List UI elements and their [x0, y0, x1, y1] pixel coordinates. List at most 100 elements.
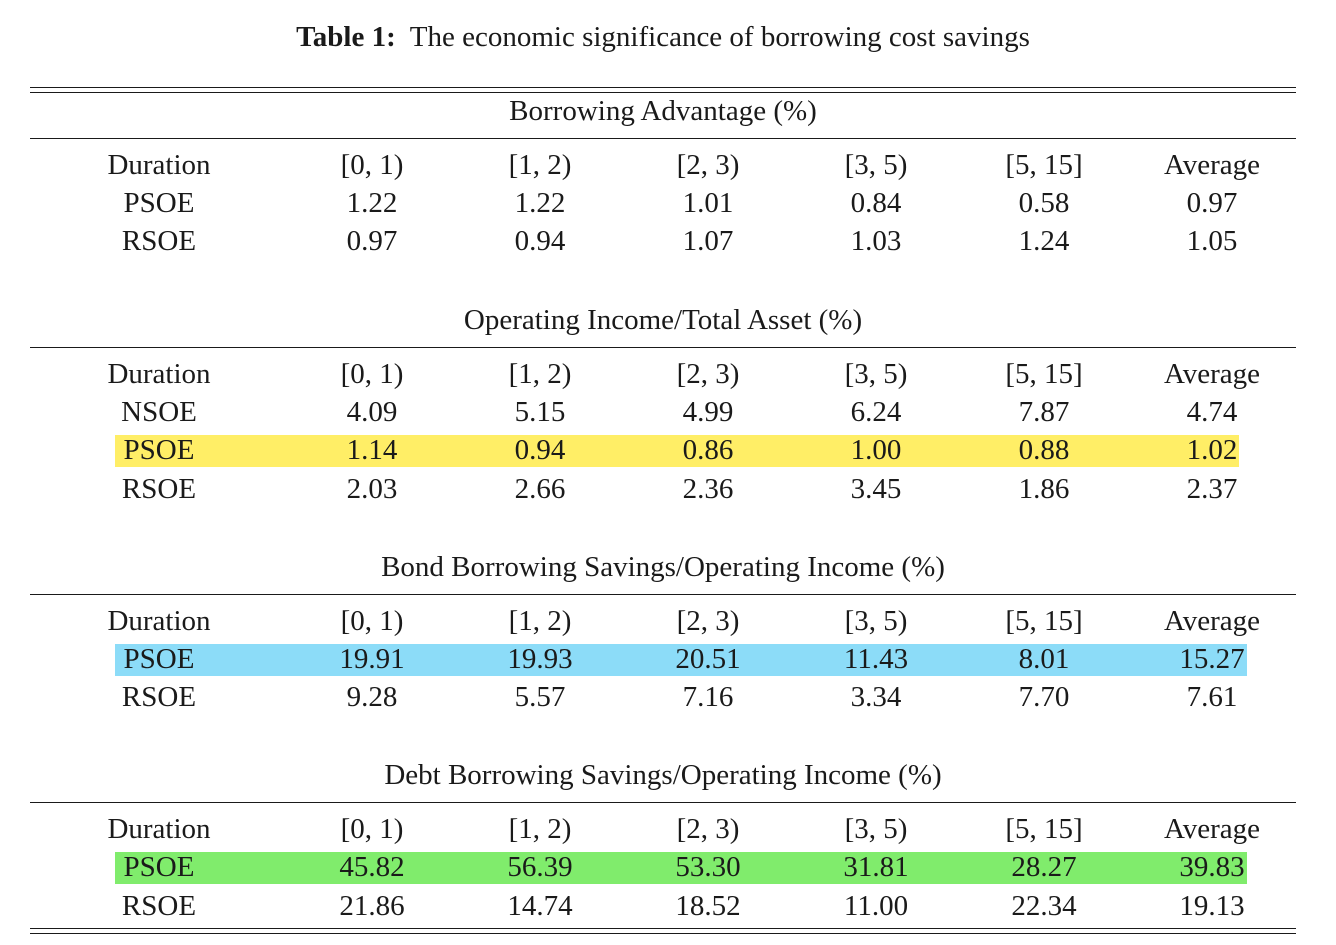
table-row: RSOE 0.97 0.94 1.07 1.03 1.24 1.05 [0, 222, 1336, 260]
header-cell: Duration [107, 358, 211, 390]
table-cell: 7.87 [1018, 396, 1070, 428]
row-label: RSOE [121, 473, 197, 505]
table-row: RSOE 2.03 2.66 2.36 3.45 1.86 2.37 [0, 470, 1336, 508]
table-cell: 7.61 [1186, 681, 1238, 713]
header-cell: [2, 3) [676, 605, 740, 637]
table-cell: 2.03 [346, 473, 398, 505]
panel-title: Bond Borrowing Savings/Operating Income … [381, 551, 945, 583]
panel-title: Operating Income/Total Asset (%) [463, 304, 863, 336]
table-cell: 7.70 [1018, 681, 1070, 713]
header-cell: [3, 5) [844, 605, 908, 637]
table-cell: 3.45 [850, 473, 902, 505]
row-label: PSOE [123, 851, 195, 883]
panel-rule [30, 347, 1296, 348]
table-cell: 28.27 [1011, 851, 1077, 883]
table-cell: 20.51 [675, 643, 741, 675]
header-row: Duration [0, 1) [1, 2) [2, 3) [3, 5) [5,… [0, 146, 1336, 184]
table-cell: 39.83 [1179, 851, 1245, 883]
table-row: NSOE 4.09 5.15 4.99 6.24 7.87 4.74 [0, 393, 1336, 431]
row-label: NSOE [121, 396, 197, 428]
row-label: RSOE [121, 681, 197, 713]
table-row: RSOE 21.86 14.74 18.52 11.00 22.34 19.13 [0, 887, 1336, 925]
header-cell: [3, 5) [844, 358, 908, 390]
header-cell: [1, 2) [508, 358, 572, 390]
table-cell: 18.52 [675, 890, 741, 922]
header-cell: Average [1163, 605, 1261, 637]
row-label: RSOE [121, 225, 197, 257]
header-cell: [5, 15] [1005, 605, 1083, 637]
header-cell: [5, 15] [1005, 813, 1083, 845]
table-cell: 0.88 [1018, 434, 1070, 466]
top-rule [30, 92, 1296, 93]
row-label: RSOE [121, 890, 197, 922]
table-row-highlighted: PSOE 45.82 56.39 53.30 31.81 28.27 39.83 [0, 848, 1336, 886]
table-cell: 4.99 [682, 396, 734, 428]
panel-title: Debt Borrowing Savings/Operating Income … [384, 759, 942, 791]
row-highlight-yellow [115, 435, 1239, 467]
table-cell: 9.28 [346, 681, 398, 713]
header-row: Duration [0, 1) [1, 2) [2, 3) [3, 5) [5,… [0, 355, 1336, 393]
table-cell: 15.27 [1179, 643, 1245, 675]
table-cell: 0.94 [514, 434, 566, 466]
table-row-highlighted: PSOE 1.14 0.94 0.86 1.00 0.88 1.02 [0, 431, 1336, 469]
table-cell: 1.03 [850, 225, 902, 257]
table-cell: 1.24 [1018, 225, 1070, 257]
top-rule [30, 87, 1296, 88]
table-cell: 1.00 [850, 434, 902, 466]
row-highlight-blue [115, 644, 1247, 676]
table-cell: 4.74 [1186, 396, 1238, 428]
table-row: PSOE 1.22 1.22 1.01 0.84 0.58 0.97 [0, 184, 1336, 222]
caption-text: The economic significance of borrowing c… [409, 21, 1030, 53]
table-cell: 0.94 [514, 225, 566, 257]
table-cell: 4.09 [346, 396, 398, 428]
table-cell: 1.01 [682, 187, 734, 219]
header-cell: [1, 2) [508, 605, 572, 637]
table-cell: 1.05 [1186, 225, 1238, 257]
header-cell: [1, 2) [508, 813, 572, 845]
header-cell: [0, 1) [340, 149, 404, 181]
table-cell: 5.57 [514, 681, 566, 713]
table-cell: 21.86 [339, 890, 405, 922]
header-cell: [5, 15] [1005, 358, 1083, 390]
table-cell: 5.15 [514, 396, 566, 428]
table-cell: 53.30 [675, 851, 741, 883]
header-cell: Duration [107, 149, 211, 181]
panel-rule [30, 594, 1296, 595]
table-cell: 1.02 [1186, 434, 1238, 466]
table-cell: 1.86 [1018, 473, 1070, 505]
header-cell: [0, 1) [340, 813, 404, 845]
table-cell: 2.37 [1186, 473, 1238, 505]
header-cell: [0, 1) [340, 605, 404, 637]
table-cell: 19.13 [1179, 890, 1245, 922]
header-row: Duration [0, 1) [1, 2) [2, 3) [3, 5) [5,… [0, 810, 1336, 848]
header-row: Duration [0, 1) [1, 2) [2, 3) [3, 5) [5,… [0, 602, 1336, 640]
table-cell: 2.36 [682, 473, 734, 505]
table-cell: 1.22 [346, 187, 398, 219]
header-cell: [0, 1) [340, 358, 404, 390]
table-cell: 11.00 [843, 890, 909, 922]
table-cell: 0.86 [682, 434, 734, 466]
table-cell: 19.91 [339, 643, 405, 675]
header-cell: [1, 2) [508, 149, 572, 181]
table-cell: 0.84 [850, 187, 902, 219]
header-cell: [3, 5) [844, 149, 908, 181]
table-cell: 1.14 [346, 434, 398, 466]
table-cell: 8.01 [1018, 643, 1070, 675]
table-cell: 22.34 [1011, 890, 1077, 922]
caption-label: Table 1: [296, 21, 396, 53]
table-cell: 3.34 [850, 681, 902, 713]
table-caption: Table 1: The economic significance of bo… [0, 18, 1326, 56]
row-label: PSOE [123, 643, 195, 675]
table-cell: 6.24 [850, 396, 902, 428]
header-cell: [2, 3) [676, 813, 740, 845]
table-cell: 14.74 [507, 890, 573, 922]
row-highlight-green [115, 852, 1247, 884]
table-row: RSOE 9.28 5.57 7.16 3.34 7.70 7.61 [0, 678, 1336, 716]
bottom-rule [30, 933, 1296, 934]
bottom-rule [30, 928, 1296, 929]
header-cell: [3, 5) [844, 813, 908, 845]
panel-rule [30, 138, 1296, 139]
panel-rule [30, 802, 1296, 803]
table-cell: 1.22 [514, 187, 566, 219]
row-label: PSOE [123, 187, 195, 219]
